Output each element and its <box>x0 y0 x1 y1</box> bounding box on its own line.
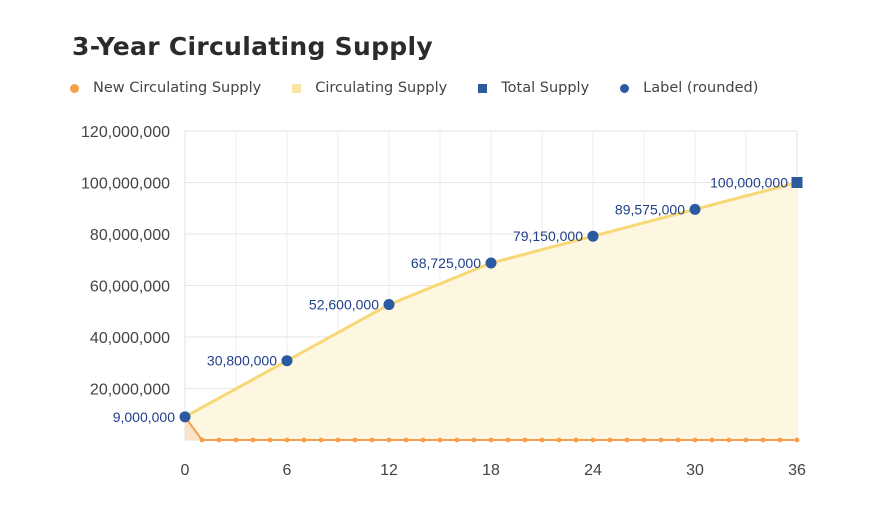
new-supply-point <box>641 437 647 443</box>
new-supply-point <box>403 437 409 443</box>
x-tick-label: 24 <box>584 462 602 479</box>
circulating-supply-area <box>185 182 797 440</box>
data-label: 68,725,000 <box>411 255 481 271</box>
new-supply-point <box>777 437 783 443</box>
label-point <box>281 355 293 367</box>
new-supply-point <box>556 437 562 443</box>
label-point <box>179 411 191 423</box>
legend-item-label-rounded[interactable]: Label (rounded) <box>620 80 758 96</box>
legend-marker-circle-icon <box>620 83 630 93</box>
new-supply-point <box>471 437 477 443</box>
new-supply-point <box>437 437 443 443</box>
new-supply-point <box>301 437 307 443</box>
legend-marker-circle-icon <box>70 83 79 93</box>
legend-label: Total Supply <box>501 80 590 96</box>
label-point <box>587 230 599 242</box>
new-supply-point <box>250 437 256 443</box>
new-supply-point <box>420 437 426 443</box>
new-supply-point <box>590 437 596 443</box>
new-supply-point <box>233 437 239 443</box>
new-supply-point <box>692 437 698 443</box>
new-supply-point <box>624 437 630 443</box>
new-supply-point <box>539 437 545 443</box>
data-label: 9,000,000 <box>113 409 175 425</box>
data-label: 89,575,000 <box>615 201 685 217</box>
new-supply-point <box>760 437 766 443</box>
y-tick-label: 20,000,000 <box>90 382 170 399</box>
legend-marker-square-icon <box>292 83 302 93</box>
new-supply-point <box>216 437 222 443</box>
legend-item-circulating-supply[interactable]: Circulating Supply <box>292 80 447 96</box>
new-supply-point <box>726 437 732 443</box>
new-supply-point <box>573 437 579 443</box>
new-supply-point <box>267 437 273 443</box>
y-tick-label: 100,000,000 <box>81 176 170 193</box>
x-tick-label: 12 <box>380 462 398 479</box>
new-supply-point <box>522 437 528 443</box>
new-supply-point <box>318 437 324 443</box>
new-supply-point <box>352 437 358 443</box>
data-label: 100,000,000 <box>710 175 788 191</box>
y-tick-label: 120,000,000 <box>81 124 170 141</box>
chart-title: 3-Year Circulating Supply <box>72 32 433 61</box>
x-tick-label: 18 <box>482 462 500 479</box>
y-tick-label: 40,000,000 <box>90 330 170 347</box>
new-supply-point <box>284 437 290 443</box>
label-point <box>383 299 395 311</box>
legend-label: Circulating Supply <box>315 80 448 96</box>
legend-marker-square-icon <box>478 83 488 93</box>
label-point <box>689 203 701 215</box>
new-supply-point <box>505 437 511 443</box>
new-supply-point <box>794 437 800 443</box>
new-supply-point <box>488 437 494 443</box>
new-supply-point <box>658 437 664 443</box>
y-tick-label: 60,000,000 <box>90 279 170 296</box>
data-label: 79,150,000 <box>513 228 583 244</box>
new-supply-point <box>369 437 375 443</box>
new-supply-point <box>454 437 460 443</box>
label-point <box>485 257 497 269</box>
new-supply-point <box>335 437 341 443</box>
new-supply-point <box>675 437 681 443</box>
legend-item-new-circulating-supply[interactable]: New Circulating Supply <box>70 80 261 96</box>
x-tick-label: 30 <box>686 462 704 479</box>
new-supply-point <box>709 437 715 443</box>
x-tick-label: 6 <box>283 462 292 479</box>
data-label: 30,800,000 <box>207 353 277 369</box>
legend-item-total-supply[interactable]: Total Supply <box>478 80 589 96</box>
new-supply-point <box>199 437 205 443</box>
x-tick-label: 0 <box>181 462 190 479</box>
new-supply-point <box>607 437 613 443</box>
new-supply-point <box>743 437 749 443</box>
y-tick-label: 80,000,000 <box>90 227 170 244</box>
legend-label: New Circulating Supply <box>93 80 262 96</box>
x-tick-label: 36 <box>788 462 806 479</box>
chart-legend: New Circulating Supply Circulating Suppl… <box>70 80 789 96</box>
total-supply-point <box>791 177 803 188</box>
legend-label: Label (rounded) <box>643 80 759 96</box>
data-label: 52,600,000 <box>309 297 379 313</box>
new-supply-point <box>386 437 392 443</box>
